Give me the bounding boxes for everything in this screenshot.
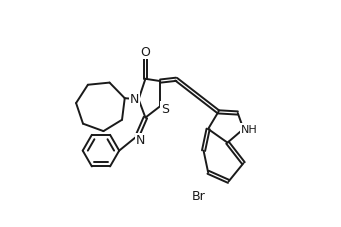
Text: N: N [135,134,145,147]
Text: S: S [161,102,169,116]
Text: NH: NH [241,124,258,134]
Text: Br: Br [192,189,206,202]
Text: O: O [140,46,150,59]
Text: N: N [130,93,139,106]
